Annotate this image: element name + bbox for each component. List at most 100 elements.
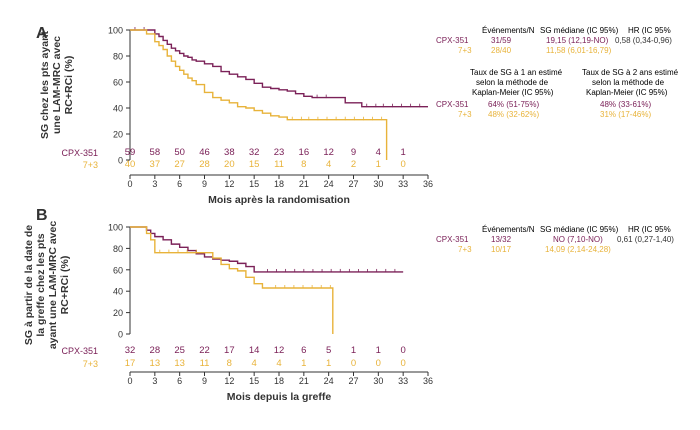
row-name-cpx: CPX-351 xyxy=(436,235,469,244)
at-risk-label-7plus3: 7+3 xyxy=(83,359,98,369)
at-risk-value: 2 xyxy=(351,159,356,170)
y-axis-label: SG chez les pts ayantune LAM-MRC avecRC+… xyxy=(39,31,75,139)
at-risk-value: 13 xyxy=(174,358,185,369)
series-line-cpx351 xyxy=(130,226,404,273)
table-panel-a: Événements/N SG médiane (IC 95%) HR (IC … xyxy=(420,26,700,126)
at-risk-value: 15 xyxy=(249,159,260,170)
at-risk-value: 1 xyxy=(376,345,381,356)
x-tick-label: 30 xyxy=(373,376,383,386)
at-risk-value: 1 xyxy=(326,358,331,369)
x-tick-label: 12 xyxy=(224,179,234,189)
at-risk-value: 4 xyxy=(276,358,281,369)
row-events-ref: 28/40 xyxy=(491,46,512,55)
at-risk-value: 0 xyxy=(401,345,406,356)
at-risk-value: 5 xyxy=(326,345,331,356)
rate-2y-cpx: 48% (33-61%) xyxy=(600,100,652,109)
header-2y-line2: selon la méthode de xyxy=(592,78,665,87)
x-tick-label: 33 xyxy=(398,376,408,386)
at-risk-value: 22 xyxy=(199,345,210,356)
at-risk-value: 12 xyxy=(323,147,334,158)
at-risk-label-7plus3: 7+3 xyxy=(83,160,98,170)
header-2y-line1: Taux de SG à 2 ans estimé xyxy=(582,68,679,77)
at-risk-value: 37 xyxy=(150,159,161,170)
y-tick-label: 0 xyxy=(118,330,123,340)
at-risk-value: 4 xyxy=(326,159,331,170)
row-median-cpx: NO (7,10-NO) xyxy=(553,235,603,244)
at-risk-value: 32 xyxy=(125,345,136,356)
at-risk-value: 1 xyxy=(351,345,356,356)
row-events-cpx: 31/59 xyxy=(491,36,512,45)
at-risk-value: 13 xyxy=(150,358,161,369)
at-risk-value: 12 xyxy=(274,345,285,356)
at-risk-value: 8 xyxy=(301,159,306,170)
header-events: Événements/N xyxy=(482,26,535,35)
row-name-cpx: CPX-351 xyxy=(436,36,469,45)
at-risk-value: 6 xyxy=(301,345,306,356)
table-panel-b: Événements/N SG médiane (IC 95%) HR (IC … xyxy=(420,225,700,265)
series-line-7plus3 xyxy=(130,29,388,160)
x-tick-label: 12 xyxy=(224,376,234,386)
rate-name-ref: 7+3 xyxy=(458,110,472,119)
y-tick-label: 40 xyxy=(113,287,123,297)
y-tick-label: 100 xyxy=(108,223,123,233)
x-tick-label: 24 xyxy=(324,179,334,189)
at-risk-value: 4 xyxy=(252,358,257,369)
at-risk-value: 14 xyxy=(249,345,260,356)
at-risk-value: 38 xyxy=(224,147,235,158)
row-events-ref: 10/17 xyxy=(491,245,512,254)
x-tick-label: 3 xyxy=(152,376,157,386)
at-risk-value: 27 xyxy=(174,159,185,170)
series-line-7plus3 xyxy=(130,226,334,334)
header-hr: HR (IC 95% xyxy=(628,225,671,234)
rate-1y-cpx: 64% (51-75%) xyxy=(488,100,540,109)
row-median-ref: 14,09 (2,14-24,28) xyxy=(545,245,611,254)
at-risk-value: 40 xyxy=(125,159,136,170)
at-risk-value: 16 xyxy=(299,147,310,158)
at-risk-value: 1 xyxy=(376,159,381,170)
x-tick-label: 15 xyxy=(249,376,259,386)
at-risk-value: 0 xyxy=(401,358,406,369)
at-risk-value: 0 xyxy=(401,159,406,170)
x-tick-label: 36 xyxy=(423,179,433,189)
x-tick-label: 30 xyxy=(373,179,383,189)
row-hr-cpx: 0,61 (0,27-1,40) xyxy=(617,235,674,244)
x-tick-label: 9 xyxy=(202,179,207,189)
at-risk-value: 32 xyxy=(249,147,260,158)
x-tick-label: 24 xyxy=(324,376,334,386)
header-2y-line3: Kaplan-Meier (IC 95%) xyxy=(586,88,668,97)
y-tick-label: 100 xyxy=(108,26,123,36)
at-risk-value: 9 xyxy=(351,147,356,158)
at-risk-value: 20 xyxy=(224,159,235,170)
at-risk-value: 11 xyxy=(274,159,284,170)
x-tick-label: 33 xyxy=(398,179,408,189)
header-1y-line3: Kaplan-Meier (IC 95%) xyxy=(472,88,554,97)
y-tick-label: 0 xyxy=(118,156,123,166)
y-tick-label: 60 xyxy=(113,78,123,88)
y-tick-label: 40 xyxy=(113,104,123,114)
x-tick-label: 36 xyxy=(423,376,433,386)
rate-name-cpx: CPX-351 xyxy=(436,100,469,109)
header-median: SG médiane (IC 95%) xyxy=(540,225,619,234)
header-median: SG médiane (IC 95%) xyxy=(540,26,619,35)
x-tick-label: 3 xyxy=(152,179,157,189)
x-axis-label: Mois depuis la greffe xyxy=(227,391,332,403)
row-median-ref: 11,58 (6,01-16,79) xyxy=(546,46,612,55)
x-tick-label: 18 xyxy=(274,376,284,386)
at-risk-value: 46 xyxy=(199,147,210,158)
series-line-cpx351 xyxy=(130,29,428,108)
x-tick-label: 0 xyxy=(127,376,132,386)
at-risk-value: 25 xyxy=(174,345,185,356)
at-risk-value: 28 xyxy=(199,159,210,170)
at-risk-value: 58 xyxy=(150,147,161,158)
x-tick-label: 18 xyxy=(274,179,284,189)
x-tick-label: 6 xyxy=(177,179,182,189)
row-name-ref: 7+3 xyxy=(458,46,472,55)
y-tick-label: 60 xyxy=(113,265,123,275)
at-risk-label-cpx351: CPX-351 xyxy=(61,148,98,158)
at-risk-value: 23 xyxy=(274,147,285,158)
x-tick-label: 6 xyxy=(177,376,182,386)
at-risk-value: 17 xyxy=(224,345,235,356)
x-tick-label: 21 xyxy=(299,179,309,189)
rate-1y-ref: 48% (32-62%) xyxy=(488,110,540,119)
